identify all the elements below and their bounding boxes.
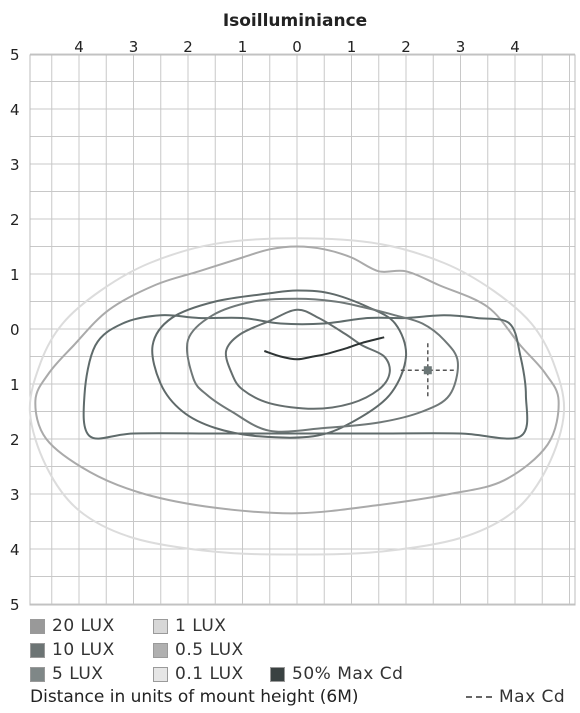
y-tick-label: 0 [10,321,20,339]
legend-swatch-5-lux [30,666,45,682]
max-cd-marker [400,343,455,398]
x-tick-label: 4 [510,38,520,56]
legend-label-1-lux: 1 LUX [175,616,227,636]
y-tick-label: 4 [10,101,20,119]
legend-swatch-50-max-cd [270,666,285,682]
legend-label-5-lux: 5 LUX [52,664,104,684]
chart-canvas: Isoilluminiance 4 3 2 1 0 1 2 3 4 5 4 3 2 1 0 1 2 3 4 5 [10,11,576,614]
legend-label-20-lux: 20 LUX [52,616,115,636]
series-0-5-lux [34,245,560,515]
legend-label-0-1-lux: 0.1 LUX [175,664,244,684]
series-0-1-lux [28,237,566,556]
series-50pct-max-cd [263,336,385,361]
series-1-lux [82,314,529,440]
x-tick-label: 3 [129,38,139,56]
legend-item-5-lux: 5 LUX [30,663,103,685]
legend-item-1-lux: 1 LUX [153,615,226,637]
x-tick-label: 0 [292,38,302,56]
max-cd-point [423,366,432,375]
y-tick-label: 1 [10,376,20,394]
legend-item-10-lux: 10 LUX [30,639,115,661]
legend-label-0-5-lux: 0.5 LUX [175,640,244,660]
legend-swatch-20-lux [30,618,45,634]
legend-swatch-0-1-lux [153,666,168,682]
x-tick-label: 2 [183,38,193,56]
y-tick-label: 3 [10,156,20,174]
y-tick-label: 1 [10,266,20,284]
grid [29,53,576,606]
y-tick-label: 5 [10,596,20,613]
legend-swatch-10-lux [30,642,45,658]
chart-title: Isoilluminiance [223,11,367,31]
max-cd-legend: Max Cd [466,687,565,707]
y-tick-label: 5 [10,46,20,64]
plot-frame [29,54,576,606]
max-cd-label: Max Cd [499,687,566,707]
x-tick-label: 1 [238,38,248,56]
contour-series [28,237,566,556]
legend-swatch-0-5-lux [153,642,168,658]
max-cd-dash-icon [466,696,492,698]
series-20-lux [224,308,391,410]
legend-item-0-5-lux: 0.5 LUX [153,639,244,661]
legend-label-50-max-cd: 50% Max Cd [292,664,404,684]
legend-item-20-lux: 20 LUX [30,615,115,637]
legend-label-10-lux: 10 LUX [52,640,115,660]
distance-footnote: Distance in units of mount height (6M) [30,687,359,707]
x-tick-label: 3 [456,38,466,56]
legend-swatch-1-lux [153,618,168,634]
x-axis-ticks: 4 3 2 1 0 1 2 3 4 [74,38,520,56]
legend: 20 LUX 10 LUX 5 LUX 1 LUX 0.5 LUX 0.1 LU… [0,612,580,713]
y-tick-label: 2 [10,431,20,449]
x-tick-label: 4 [74,38,84,56]
x-tick-label: 2 [401,38,411,56]
y-tick-label: 2 [10,211,20,229]
x-tick-label: 1 [347,38,357,56]
legend-item-50-max-cd: 50% Max Cd [270,663,403,685]
y-tick-label: 3 [10,486,20,504]
y-axis-ticks: 5 4 3 2 1 0 1 2 3 4 5 [10,46,20,614]
series-10-lux [186,297,459,433]
legend-item-0-1-lux: 0.1 LUX [153,663,244,685]
series-5-lux [151,289,408,439]
y-tick-label: 4 [10,541,20,559]
